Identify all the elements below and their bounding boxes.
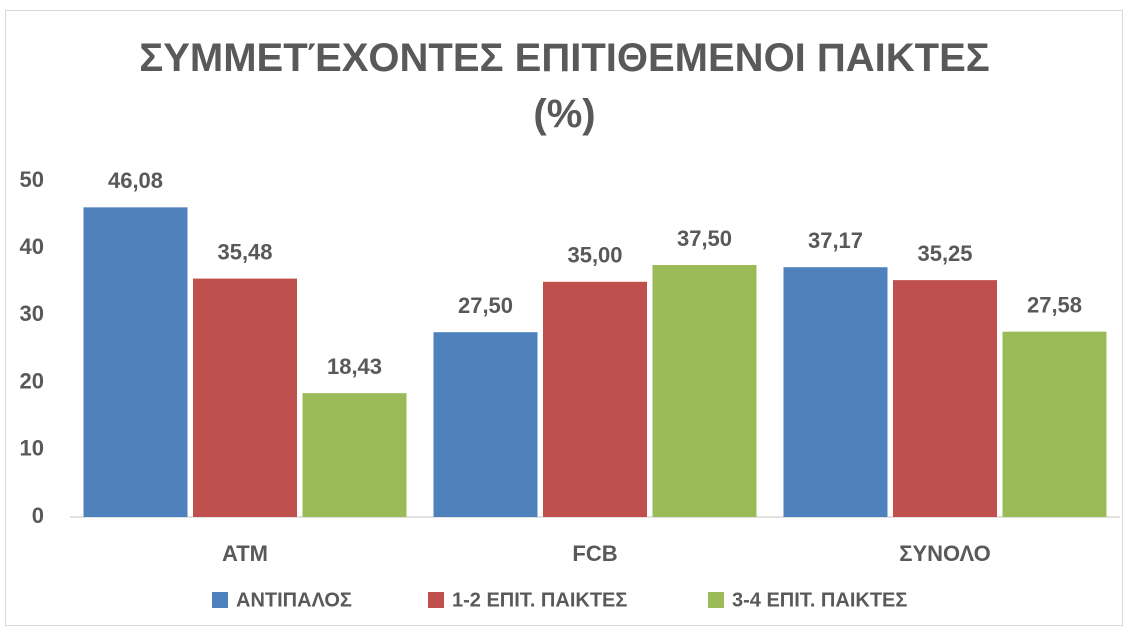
bar bbox=[783, 267, 888, 517]
x-tick-label: ATM bbox=[222, 541, 268, 566]
y-tick-label: 30 bbox=[20, 301, 44, 326]
chart-title: ΣΥΜΜΕΤΈΧΟΝΤΕΣ ΕΠΙΤΙΘΕΜΕΝΟΙ ΠΑΙΚΤΕΣ (%) bbox=[139, 36, 990, 136]
data-label: 27,50 bbox=[458, 293, 513, 318]
y-tick-label: 10 bbox=[20, 436, 44, 461]
bar bbox=[433, 332, 538, 517]
data-label: 18,43 bbox=[327, 354, 382, 379]
bar bbox=[1002, 331, 1107, 517]
y-tick-label: 20 bbox=[20, 368, 44, 393]
data-label: 37,50 bbox=[677, 226, 732, 251]
legend-swatch bbox=[708, 592, 724, 608]
legend-label: 1-2 ΕΠΙΤ. ΠΑΙΚΤΕΣ bbox=[452, 589, 627, 611]
data-label: 35,00 bbox=[567, 243, 622, 268]
y-tick-label: 40 bbox=[20, 234, 44, 259]
bar bbox=[543, 281, 647, 517]
data-label: 35,25 bbox=[917, 241, 972, 266]
chart-border bbox=[5, 10, 1123, 626]
data-label: 46,08 bbox=[108, 168, 163, 193]
legend-label: ΑΝΤΙΠΑΛΟΣ bbox=[236, 589, 352, 611]
bar bbox=[193, 278, 297, 517]
bar bbox=[302, 393, 407, 517]
x-tick-label: ΣΥΝΟΛΟ bbox=[899, 541, 990, 566]
data-label: 35,48 bbox=[217, 239, 272, 264]
bar bbox=[83, 207, 188, 517]
legend-label: 3-4 ΕΠΙΤ. ΠΑΙΚΤΕΣ bbox=[732, 589, 907, 611]
y-tick-label: 50 bbox=[20, 167, 44, 192]
data-label: 27,58 bbox=[1027, 292, 1082, 317]
legend-swatch bbox=[428, 592, 444, 608]
legend-swatch bbox=[212, 592, 228, 608]
bar bbox=[652, 265, 757, 517]
data-label: 37,17 bbox=[808, 228, 863, 253]
y-tick-label: 0 bbox=[32, 503, 44, 528]
bar bbox=[893, 280, 997, 517]
x-tick-label: FCB bbox=[572, 541, 617, 566]
